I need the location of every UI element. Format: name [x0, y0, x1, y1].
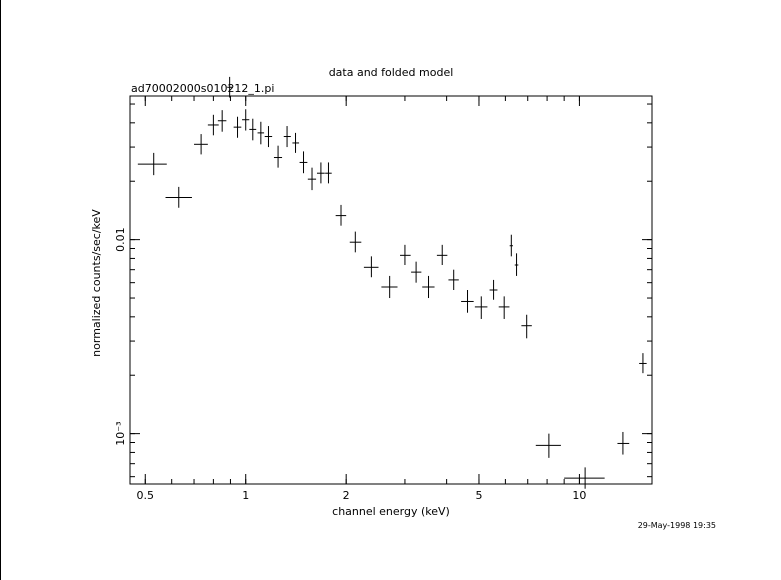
- data-point: [325, 162, 332, 184]
- y-tick-label: 10⁻³: [114, 422, 127, 446]
- chart-title: data and folded model: [329, 66, 454, 79]
- data-point: [639, 353, 647, 374]
- data-point: [194, 134, 208, 155]
- data-point: [137, 152, 167, 176]
- plot-timestamp: 29-May-1998 19:35: [638, 521, 716, 530]
- y-tick-label: 0.01: [114, 227, 127, 252]
- data-point: [448, 269, 459, 290]
- x-tick-label: 2: [343, 489, 350, 502]
- data-point: [283, 126, 291, 148]
- data-point: [307, 167, 317, 191]
- x-tick-label: 10: [572, 489, 586, 502]
- data-point: [217, 110, 227, 132]
- data-point: [257, 121, 265, 145]
- data-point: [242, 109, 250, 131]
- data-point: [509, 234, 513, 257]
- data-points: [137, 76, 647, 489]
- data-point: [564, 467, 605, 489]
- window-left-border: [0, 0, 1, 580]
- data-point: [498, 296, 510, 319]
- data-point: [316, 162, 325, 184]
- data-point: [411, 261, 422, 283]
- data-point: [474, 296, 488, 319]
- data-point: [381, 275, 398, 299]
- data-point: [207, 114, 219, 136]
- data-point: [227, 76, 233, 98]
- plot-frame: [129, 95, 653, 485]
- data-point: [422, 275, 435, 299]
- data-point: [535, 433, 561, 458]
- x-tick-label: 0.5: [137, 489, 155, 502]
- data-point: [264, 126, 273, 148]
- chart-subtitle: ad70002000s010212_1.pi: [131, 82, 274, 95]
- x-tick-label: 5: [475, 489, 482, 502]
- y-axis-label: normalized counts/sec/keV: [90, 209, 103, 357]
- data-point: [165, 186, 192, 208]
- data-point: [335, 204, 347, 226]
- data-point: [436, 244, 448, 265]
- x-axis-label: channel energy (keV): [332, 505, 450, 518]
- data-point: [489, 279, 498, 300]
- axis-ticks: 0.5 1 2 5 10 0.01 10⁻³: [114, 96, 652, 502]
- data-point: [349, 231, 362, 253]
- data-point: [617, 431, 630, 455]
- data-point: [249, 118, 257, 141]
- data-point: [273, 145, 283, 168]
- data-point: [299, 151, 308, 174]
- data-point: [461, 290, 474, 313]
- data-point: [363, 256, 379, 278]
- data-point: [521, 314, 532, 339]
- data-point: [400, 244, 411, 265]
- data-point: [292, 132, 300, 153]
- x-tick-label: 1: [242, 489, 249, 502]
- data-point: [233, 116, 242, 138]
- data-point: [514, 253, 519, 276]
